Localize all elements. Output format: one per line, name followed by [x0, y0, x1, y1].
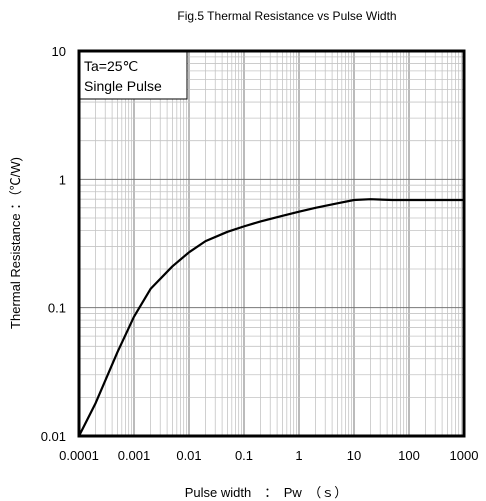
x-tick-labels: 0.0001 0.001 0.01 0.1 1 10 100 1000: [59, 448, 478, 463]
annotation-ambient-temp: Ta=25℃: [84, 58, 138, 74]
x-tick-label: 0.0001: [59, 448, 99, 463]
grid: [79, 51, 464, 436]
x-tick-label: 0.001: [118, 448, 151, 463]
thermal-resistance-curve: [78, 198, 464, 437]
y-axis-label: Thermal Resistance ：（℃/W): [8, 157, 23, 329]
annotation-box: Ta=25℃ Single Pulse: [79, 51, 188, 100]
x-tick-label: 0.1: [235, 448, 253, 463]
x-tick-label: 1000: [450, 448, 479, 463]
y-tick-label: 0.01: [41, 429, 66, 444]
chart-title: Fig.5 Thermal Resistance vs Pulse Width: [177, 9, 396, 23]
x-tick-label: 1: [295, 448, 302, 463]
x-tick-label: 0.01: [176, 448, 201, 463]
annotation-single-pulse: Single Pulse: [84, 78, 162, 94]
y-tick-label: 1: [59, 172, 66, 187]
plot-frame: [77, 49, 466, 438]
x-tick-label: 100: [398, 448, 420, 463]
y-tick-label: 0.1: [48, 301, 66, 316]
annotation-box-frame: [79, 51, 188, 100]
curve-layer: [78, 198, 464, 437]
y-tick-label: 10: [52, 44, 66, 59]
x-axis-label: Pulse width ： Pw （ｓ）: [185, 485, 348, 500]
y-tick-labels: 0.01 0.1 1 10: [41, 44, 66, 444]
x-tick-label: 10: [347, 448, 361, 463]
